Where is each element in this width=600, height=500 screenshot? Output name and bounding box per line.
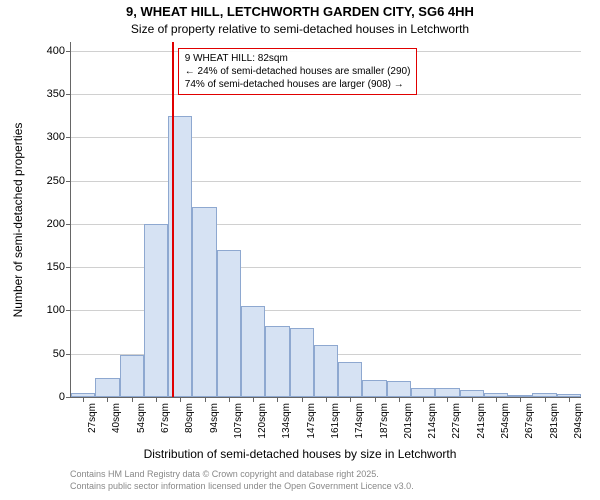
x-axis-label: Distribution of semi-detached houses by … [0, 447, 600, 461]
y-tick-label: 400 [47, 45, 65, 57]
histogram-bar [362, 380, 386, 397]
chart-container: 9, WHEAT HILL, LETCHWORTH GARDEN CITY, S… [0, 0, 600, 500]
x-tick-mark [520, 397, 521, 402]
x-tick-label: 147sqm [306, 403, 317, 439]
x-tick-mark [205, 397, 206, 402]
x-tick-mark [569, 397, 570, 402]
x-tick-label: 107sqm [233, 403, 244, 439]
x-tick-label: 80sqm [184, 403, 195, 433]
y-tick-label: 250 [47, 175, 65, 187]
x-tick-mark [350, 397, 351, 402]
y-tick-mark [66, 397, 71, 398]
x-tick-mark [423, 397, 424, 402]
histogram-bar [338, 362, 362, 397]
histogram-bar [192, 207, 216, 397]
plot-area: 05010015020025030035040027sqm40sqm54sqm6… [70, 42, 581, 398]
histogram-bar [95, 378, 119, 397]
x-tick-mark [472, 397, 473, 402]
y-tick-label: 200 [47, 218, 65, 230]
x-tick-mark [399, 397, 400, 402]
x-tick-label: 254sqm [500, 403, 511, 439]
property-annotation: 9 WHEAT HILL: 82sqm← 24% of semi-detache… [178, 48, 418, 95]
x-tick-mark [107, 397, 108, 402]
x-tick-mark [180, 397, 181, 402]
x-tick-label: 27sqm [87, 403, 98, 433]
x-tick-label: 134sqm [281, 403, 292, 439]
annotation-larger: 74% of semi-detached houses are larger (… [185, 78, 411, 91]
x-tick-mark [229, 397, 230, 402]
y-tick-label: 100 [47, 304, 65, 316]
x-tick-mark [326, 397, 327, 402]
x-tick-mark [156, 397, 157, 402]
x-tick-label: 281sqm [549, 403, 560, 439]
y-tick-label: 300 [47, 131, 65, 143]
x-tick-mark [375, 397, 376, 402]
annotation-smaller: ← 24% of semi-detached houses are smalle… [185, 65, 411, 78]
x-tick-label: 187sqm [379, 403, 390, 439]
y-tick-mark [66, 94, 71, 95]
x-tick-mark [545, 397, 546, 402]
y-axis-label: Number of semi-detached properties [11, 122, 25, 317]
histogram-bar [387, 381, 411, 397]
x-tick-label: 241sqm [476, 403, 487, 439]
y-tick-label: 350 [47, 88, 65, 100]
histogram-bar [265, 326, 289, 397]
histogram-bar [217, 250, 241, 397]
x-tick-label: 54sqm [136, 403, 147, 433]
histogram-bar [241, 306, 265, 397]
y-tick-mark [66, 267, 71, 268]
gridline [71, 137, 581, 138]
x-tick-label: 201sqm [403, 403, 414, 439]
y-tick-mark [66, 51, 71, 52]
histogram-bar [411, 388, 435, 397]
y-tick-mark [66, 310, 71, 311]
property-marker-line [172, 42, 174, 397]
x-tick-label: 294sqm [573, 403, 584, 439]
chart-subtitle: Size of property relative to semi-detach… [0, 22, 600, 36]
histogram-bar [120, 355, 144, 397]
x-tick-mark [277, 397, 278, 402]
y-tick-mark [66, 224, 71, 225]
y-tick-label: 150 [47, 261, 65, 273]
attribution-footer: Contains HM Land Registry data © Crown c… [70, 469, 414, 492]
y-tick-label: 0 [59, 391, 65, 403]
histogram-bar [435, 388, 459, 397]
chart-title: 9, WHEAT HILL, LETCHWORTH GARDEN CITY, S… [0, 4, 600, 19]
gridline [71, 181, 581, 182]
x-tick-label: 67sqm [160, 403, 171, 433]
x-tick-mark [132, 397, 133, 402]
y-tick-mark [66, 181, 71, 182]
x-tick-mark [496, 397, 497, 402]
histogram-bar [460, 390, 484, 397]
histogram-bar [290, 328, 314, 397]
y-tick-mark [66, 354, 71, 355]
x-tick-label: 94sqm [209, 403, 220, 433]
annotation-title: 9 WHEAT HILL: 82sqm [185, 52, 411, 65]
x-tick-label: 214sqm [427, 403, 438, 439]
x-tick-label: 120sqm [257, 403, 268, 439]
x-tick-label: 227sqm [451, 403, 462, 439]
y-tick-mark [66, 137, 71, 138]
x-tick-mark [447, 397, 448, 402]
x-tick-label: 174sqm [354, 403, 365, 439]
histogram-bar [314, 345, 338, 397]
histogram-bar [144, 224, 168, 397]
x-tick-mark [302, 397, 303, 402]
footer-line-2: Contains public sector information licen… [70, 481, 414, 493]
x-tick-label: 40sqm [111, 403, 122, 433]
y-tick-label: 50 [53, 348, 65, 360]
x-tick-mark [83, 397, 84, 402]
x-tick-label: 267sqm [524, 403, 535, 439]
footer-line-1: Contains HM Land Registry data © Crown c… [70, 469, 414, 481]
x-tick-label: 161sqm [330, 403, 341, 439]
x-tick-mark [253, 397, 254, 402]
